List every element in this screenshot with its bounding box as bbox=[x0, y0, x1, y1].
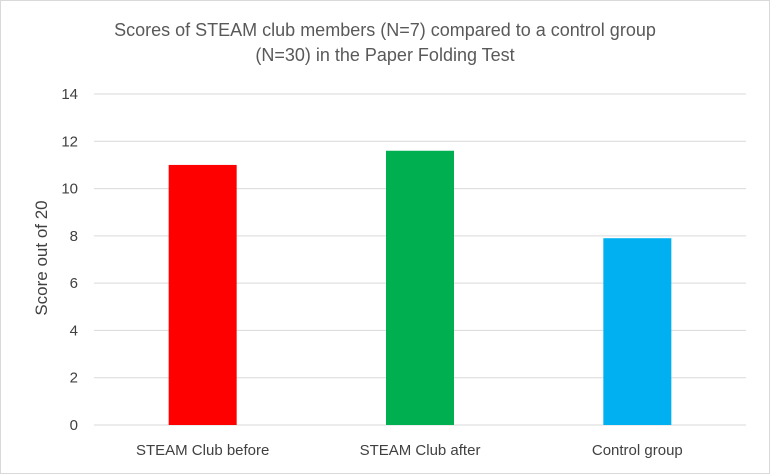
chart-title-line-2: (N=30) in the Paper Folding Test bbox=[255, 45, 515, 65]
y-tick-label: 14 bbox=[61, 86, 78, 103]
chart-title-line-1: Scores of STEAM club members (N=7) compa… bbox=[114, 20, 656, 40]
x-category-label: STEAM Club after bbox=[360, 442, 481, 459]
bar-steam-club-after bbox=[386, 150, 454, 425]
x-axis-categories: STEAM Club before STEAM Club after Control… bbox=[136, 442, 683, 459]
bars bbox=[168, 150, 672, 425]
y-tick-label: 6 bbox=[70, 275, 78, 292]
y-axis-ticks: 0 2 4 6 8 10 12 14 bbox=[61, 86, 78, 434]
y-tick-label: 2 bbox=[70, 370, 78, 387]
y-tick-label: 4 bbox=[70, 322, 78, 339]
bar-steam-club-before bbox=[168, 164, 237, 425]
bar-control-group bbox=[603, 238, 672, 425]
y-tick-label: 10 bbox=[61, 181, 78, 198]
y-tick-label: 8 bbox=[70, 228, 78, 245]
y-tick-label: 12 bbox=[61, 133, 78, 150]
x-category-label: Control group bbox=[592, 442, 683, 459]
chart-title: Scores of STEAM club members (N=7) compa… bbox=[0, 18, 770, 68]
y-tick-label: 0 bbox=[70, 417, 78, 434]
x-category-label: STEAM Club before bbox=[136, 442, 269, 459]
